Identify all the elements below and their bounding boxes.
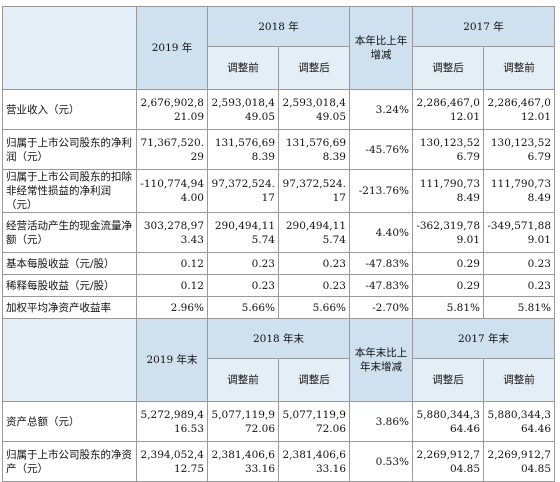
table-row: 归属于上市公司股东的净利润（元） 71,367,520.29 131,576,6… bbox=[2, 129, 555, 170]
row-label: 资产总额（元） bbox=[2, 401, 137, 442]
value-cell: -45.76% bbox=[349, 129, 413, 170]
value-cell: 111,790,738.49 bbox=[483, 169, 555, 213]
subheader-before-adjust: 调整前 bbox=[483, 358, 555, 402]
value-cell: 0.23 bbox=[278, 274, 350, 297]
value-cell: 97,372,524.17 bbox=[278, 169, 350, 213]
row-label: 归属于上市公司股东的扣除非经常性损益的净利润（元） bbox=[2, 169, 137, 213]
value-cell: 0.29 bbox=[412, 274, 484, 297]
value-cell: 2,593,018,449.05 bbox=[207, 89, 279, 130]
value-cell: 0.23 bbox=[483, 274, 555, 297]
value-cell: 97,372,524.17 bbox=[207, 169, 279, 213]
row-label: 归属于上市公司股东的净利润（元） bbox=[2, 129, 137, 170]
value-cell: -110,774,944.00 bbox=[136, 169, 208, 213]
header-blank-cell bbox=[2, 318, 137, 402]
row-label: 加权平均净资产收益率 bbox=[2, 296, 137, 319]
table-row: 经营活动产生的现金流量净额（元） 303,278,973.43 290,494,… bbox=[2, 212, 555, 253]
header-year-2019-end: 2019 年末 bbox=[136, 318, 208, 402]
value-cell: 0.23 bbox=[207, 274, 279, 297]
subheader-after-adjust: 调整后 bbox=[412, 46, 484, 90]
subheader-before-adjust: 调整前 bbox=[483, 46, 555, 90]
value-cell: 131,576,698.39 bbox=[207, 129, 279, 170]
subheader-after-adjust: 调整后 bbox=[412, 358, 484, 402]
table-row: 营业收入（元） 2,676,902,821.09 2,593,018,449.0… bbox=[2, 89, 555, 130]
value-cell: 0.29 bbox=[412, 252, 484, 275]
header-year-2017: 2017 年 bbox=[412, 6, 555, 47]
table-row: 稀释每股收益（元/股） 0.12 0.23 0.23 -47.83% 0.29 … bbox=[2, 274, 555, 297]
subheader-after-adjust: 调整后 bbox=[278, 46, 350, 90]
table-row: 加权平均净资产收益率 2.96% 5.66% 5.66% -2.70% 5.81… bbox=[2, 296, 555, 319]
value-cell: 2,394,052,412.75 bbox=[136, 441, 208, 482]
value-cell: 131,576,698.39 bbox=[278, 129, 350, 170]
header-yoy-end-change: 本年末比上年末增减 bbox=[349, 318, 413, 402]
value-cell: 0.12 bbox=[136, 274, 208, 297]
header-year-2019: 2019 年 bbox=[136, 6, 208, 90]
table2-header-row: 2019 年末 2018 年末 本年末比上年末增减 2017 年末 bbox=[2, 318, 555, 402]
value-cell: 0.23 bbox=[207, 252, 279, 275]
value-cell: 5,077,119,972.06 bbox=[207, 401, 279, 442]
value-cell: 3.24% bbox=[349, 89, 413, 130]
value-cell: -362,319,789.01 bbox=[412, 212, 484, 253]
row-label: 归属于上市公司股东的净资产（元） bbox=[2, 441, 137, 482]
value-cell: -213.76% bbox=[349, 169, 413, 213]
value-cell: 0.23 bbox=[278, 252, 350, 275]
value-cell: 290,494,115.74 bbox=[278, 212, 350, 253]
header-year-2017-end: 2017 年末 bbox=[412, 318, 555, 359]
value-cell: 71,367,520.29 bbox=[136, 129, 208, 170]
value-cell: 2,269,912,704.85 bbox=[483, 441, 555, 482]
value-cell: 303,278,973.43 bbox=[136, 212, 208, 253]
header-year-2018: 2018 年 bbox=[207, 6, 350, 47]
value-cell: 290,494,115.74 bbox=[207, 212, 279, 253]
value-cell: 130,123,526.79 bbox=[412, 129, 484, 170]
row-label: 稀释每股收益（元/股） bbox=[2, 274, 137, 297]
value-cell: 2,381,406,633.16 bbox=[278, 441, 350, 482]
value-cell: 0.12 bbox=[136, 252, 208, 275]
value-cell: 5,880,344,364.46 bbox=[412, 401, 484, 442]
value-cell: 5.66% bbox=[278, 296, 350, 319]
table1-subheader-row: 调整前 调整后 调整后 调整前 调整后 bbox=[3, 46, 555, 90]
table-row: 资产总额（元） 5,272,989,416.53 5,077,119,972.0… bbox=[2, 401, 555, 442]
value-cell: 5,077,119,972.06 bbox=[278, 401, 350, 442]
value-cell: 0.23 bbox=[483, 252, 555, 275]
header-yoy-change: 本年比上年增减 bbox=[349, 6, 413, 90]
table-row: 归属于上市公司股东的扣除非经常性损益的净利润（元） -110,774,944.0… bbox=[2, 169, 555, 213]
table2-subheader-row: 调整前 调整后 调整后 调整前 调整后 bbox=[3, 358, 555, 402]
value-cell: 5.81% bbox=[483, 296, 555, 319]
value-cell: 2,269,912,704.85 bbox=[412, 441, 484, 482]
financial-data-table: 2019 年 2018 年 本年比上年增减 2017 年 调整前 调整后 调整后… bbox=[2, 6, 555, 482]
value-cell: 130,123,526.79 bbox=[483, 129, 555, 170]
value-cell: 2.96% bbox=[136, 296, 208, 319]
table1-header-row: 2019 年 2018 年 本年比上年增减 2017 年 bbox=[2, 6, 555, 90]
table-row: 基本每股收益（元/股） 0.12 0.23 0.23 -47.83% 0.29 … bbox=[2, 252, 555, 275]
value-cell: 2,676,902,821.09 bbox=[136, 89, 208, 130]
value-cell: 2,286,467,012.01 bbox=[412, 89, 484, 130]
value-cell: 2,381,406,633.16 bbox=[207, 441, 279, 482]
header-blank-cell bbox=[2, 6, 137, 90]
subheader-before-adjust: 调整前 bbox=[207, 46, 279, 90]
table-row: 归属于上市公司股东的净资产（元） 2,394,052,412.75 2,381,… bbox=[2, 441, 555, 482]
value-cell: 0.53% bbox=[349, 441, 413, 482]
value-cell: -349,571,889.01 bbox=[483, 212, 555, 253]
value-cell: 111,790,738.49 bbox=[412, 169, 484, 213]
value-cell: 3.86% bbox=[349, 401, 413, 442]
value-cell: 5,880,344,364.46 bbox=[483, 401, 555, 442]
value-cell: -2.70% bbox=[349, 296, 413, 319]
subheader-after-adjust: 调整后 bbox=[278, 358, 350, 402]
value-cell: 5.81% bbox=[412, 296, 484, 319]
value-cell: 2,593,018,449.05 bbox=[278, 89, 350, 130]
value-cell: 2,286,467,012.01 bbox=[483, 89, 555, 130]
value-cell: 5,272,989,416.53 bbox=[136, 401, 208, 442]
value-cell: -47.83% bbox=[349, 274, 413, 297]
row-label: 基本每股收益（元/股） bbox=[2, 252, 137, 275]
row-label: 经营活动产生的现金流量净额（元） bbox=[2, 212, 137, 253]
subheader-before-adjust: 调整前 bbox=[207, 358, 279, 402]
value-cell: 5.66% bbox=[207, 296, 279, 319]
row-label: 营业收入（元） bbox=[2, 89, 137, 130]
header-year-2018-end: 2018 年末 bbox=[207, 318, 350, 359]
value-cell: 4.40% bbox=[349, 212, 413, 253]
value-cell: -47.83% bbox=[349, 252, 413, 275]
